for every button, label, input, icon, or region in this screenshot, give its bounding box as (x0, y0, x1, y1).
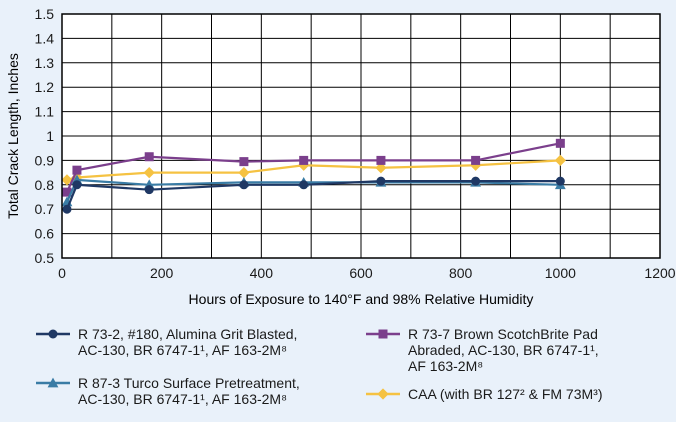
data-point (143, 166, 155, 179)
data-point (471, 155, 481, 165)
data-point (554, 154, 566, 167)
y-tick-label: 0.5 (35, 250, 55, 266)
y-tick-label: 0.8 (35, 177, 55, 193)
legend-label: AF 163-2M⁸ (408, 358, 483, 374)
data-point (555, 138, 565, 148)
legend-label: AC-130, BR 6747-1¹, AF 163-2M⁸ (78, 342, 287, 358)
legend-swatch-marker (48, 329, 58, 339)
legend-label: R 73-7 Brown ScotchBrite Pad (408, 326, 598, 342)
y-tick-label: 0.6 (35, 226, 55, 242)
data-point (239, 157, 249, 167)
x-tick-label: 400 (250, 265, 274, 281)
y-tick-label: 1 (46, 128, 54, 144)
data-point (72, 180, 82, 190)
grid (61, 13, 661, 259)
x-tick-label: 200 (150, 265, 174, 281)
y-tick-label: 0.7 (35, 201, 55, 217)
data-point (72, 165, 82, 175)
y-tick-label: 1.2 (35, 79, 55, 95)
y-tick-label: 0.9 (35, 152, 55, 168)
series-line (66, 159, 561, 181)
series-circle (62, 176, 565, 214)
data-point (376, 155, 386, 165)
plot-border (61, 13, 661, 259)
legend-item: R 73-2, #180, Alumina Grit Blasted,AC-13… (36, 326, 297, 358)
legend-item: CAA (with BR 127² & FM 73M³) (366, 386, 603, 402)
legend-swatch-marker (378, 329, 388, 339)
legend-label: Abraded, AC-130, BR 6747-1¹, (408, 342, 599, 358)
y-tick-label: 1.1 (35, 104, 55, 120)
data-point (471, 176, 481, 186)
axes: 0.5 0.6 0.7 0.8 0.9 1 1.1 1.2 1.3 1.4 1.5 0 200 400 60… (35, 6, 676, 281)
data-point (62, 204, 72, 214)
x-tick-label: 800 (449, 265, 473, 281)
series-square (62, 138, 565, 197)
legend-label: R 87-3 Turco Surface Pretreatment, (78, 375, 300, 391)
legend-label: R 73-2, #180, Alumina Grit Blasted, (78, 326, 297, 342)
x-tick-label: 1200 (644, 265, 675, 281)
data-point (376, 176, 386, 186)
x-tick-label: 1000 (545, 265, 576, 281)
data-point (62, 187, 72, 197)
y-axis-label: Total Crack Length, Inches (5, 53, 21, 219)
legend-item: R 87-3 Turco Surface Pretreatment,AC-130… (36, 375, 300, 407)
data-point (555, 176, 565, 186)
data-point (61, 174, 73, 186)
x-tick-label: 0 (58, 265, 66, 281)
data-point (375, 162, 387, 174)
x-axis-label: Hours of Exposure to 140°F and 98% Relat… (189, 291, 534, 307)
data-point (238, 166, 250, 179)
legend-swatch-marker (377, 388, 389, 400)
series-line (65, 178, 561, 203)
y-tick-label: 1.3 (35, 55, 55, 71)
series-line (65, 180, 561, 210)
data-point (239, 180, 249, 190)
data-point (144, 152, 154, 162)
legend-label: CAA (with BR 127² & FM 73M³) (408, 386, 603, 402)
legend: R 73-2, #180, Alumina Grit Blasted,AC-13… (36, 326, 603, 407)
legend-swatch-marker (47, 377, 59, 388)
series-layer (61, 138, 566, 214)
data-point (144, 185, 154, 195)
y-tick-label: 1.4 (35, 30, 55, 46)
data-point (299, 180, 309, 190)
data-point (299, 155, 309, 165)
y-tick-label: 1.5 (35, 6, 55, 22)
series-line (65, 142, 561, 193)
legend-label: AC-130, BR 6747-1¹, AF 163-2M⁸ (78, 391, 287, 407)
x-tick-label: 600 (349, 265, 373, 281)
